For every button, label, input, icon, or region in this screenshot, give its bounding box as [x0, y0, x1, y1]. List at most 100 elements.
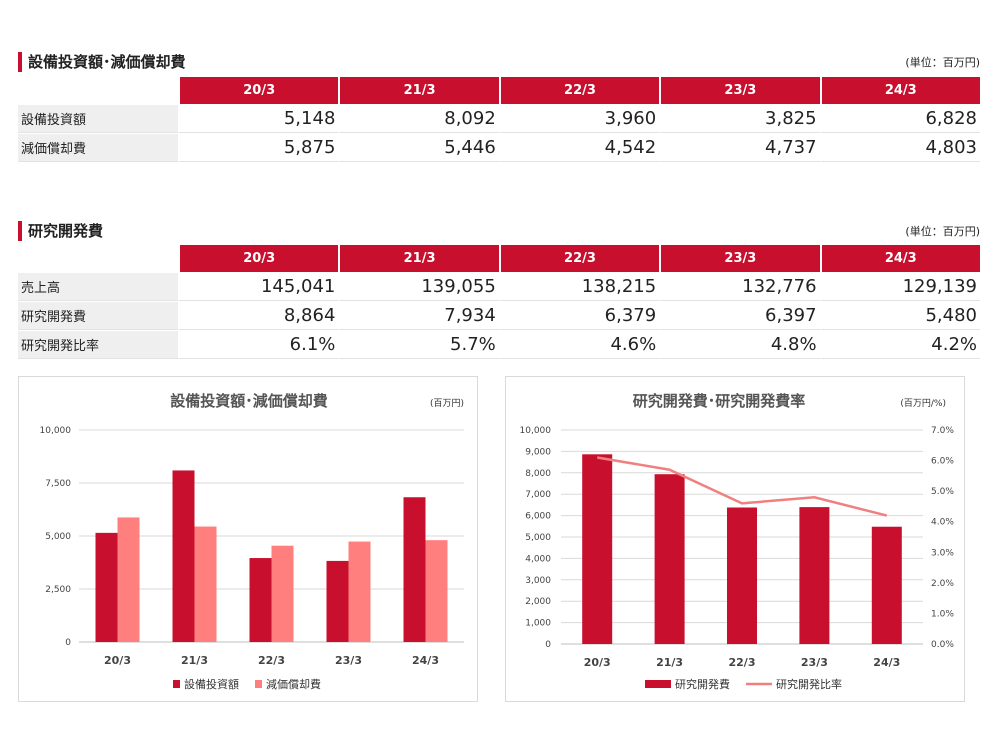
- column-header: 24/3: [819, 245, 980, 272]
- column-header: 21/3: [338, 245, 499, 272]
- rd-chart: 研究開発費･研究開発費率 (百万円/%) 0 1,000 2,000 3,000 4,000…: [520, 392, 955, 691]
- y2-tick-label: 3.0%: [931, 548, 954, 558]
- table-cell: 4.2%: [819, 330, 980, 359]
- legend-label: 設備投資額: [184, 677, 239, 691]
- table-header-row: 20/3 21/3 22/3 23/3 24/3: [18, 77, 980, 104]
- y2-tick-label: 5.0%: [931, 487, 954, 497]
- bar-primary: [172, 470, 195, 642]
- table-cell: 6.1%: [178, 330, 339, 359]
- x-tick-label: 23/3: [801, 656, 828, 669]
- table-cell: 3,825: [659, 104, 820, 133]
- row-label: 研究開発費: [18, 301, 178, 330]
- x-tick-label: 24/3: [873, 656, 900, 669]
- bar-primary: [95, 532, 118, 642]
- header-blank-cell: [18, 77, 178, 104]
- chart-unit-label: (百万円): [430, 398, 464, 409]
- y-tick-label: 2,500: [45, 585, 71, 595]
- chart-unit-label: (百万円/%): [900, 398, 946, 409]
- table-cell: 5,875: [178, 133, 339, 162]
- bar-primary: [326, 560, 349, 642]
- row-label: 減価償却費: [18, 133, 178, 162]
- bar-secondary: [117, 517, 140, 642]
- legend-label: 減価償却費: [266, 677, 321, 691]
- chart-title: 研究開発費･研究開発費率: [633, 392, 806, 410]
- y-tick-label: 10,000: [40, 426, 72, 436]
- y-tick-label: 5,000: [45, 532, 71, 542]
- table-cell: 145,041: [178, 272, 339, 301]
- rd-section-header: 研究開発費 (単位：百万円): [18, 221, 980, 241]
- y-tick-label: 1,000: [525, 619, 551, 629]
- table-cell: 6,397: [659, 301, 820, 330]
- table-row: 研究開発比率 6.1% 5.7% 4.6% 4.8% 4.2%: [18, 330, 980, 359]
- table-row: 研究開発費 8,864 7,934 6,379 6,397 5,480: [18, 301, 980, 330]
- bar-secondary: [271, 545, 294, 642]
- y2-tick-label: 2.0%: [931, 579, 954, 589]
- bar-secondary: [194, 526, 217, 642]
- y2-tick-label: 6.0%: [931, 457, 954, 467]
- bar-primary: [249, 558, 272, 642]
- y-tick-label: 10,000: [520, 426, 552, 436]
- x-tick-label: 23/3: [335, 654, 362, 667]
- x-tick-label: 22/3: [258, 654, 285, 667]
- table-cell: 8,092: [338, 104, 499, 133]
- rd-chart-panel: 研究開発費･研究開発費率 (百万円/%) 0 1,000 2,000 3,000 4,000…: [505, 376, 965, 702]
- capex-chart-panel: 設備投資額･減価償却費 (百万円) 0 2,500 5,000 7,500 10,000 20…: [18, 376, 478, 702]
- y-tick-label: 8,000: [525, 469, 551, 479]
- legend-swatch: [173, 680, 180, 688]
- row-label: 設備投資額: [18, 104, 178, 133]
- table-cell: 5,148: [178, 104, 339, 133]
- y-tick-label: 4,000: [525, 554, 551, 564]
- bar-primary: [403, 497, 426, 642]
- bar-primary: [582, 454, 613, 644]
- column-header: 24/3: [819, 77, 980, 104]
- table-cell: 5.7%: [338, 330, 499, 359]
- table-cell: 8,864: [178, 301, 339, 330]
- table-header-row: 20/3 21/3 22/3 23/3 24/3: [18, 245, 980, 272]
- column-header: 23/3: [659, 245, 820, 272]
- y-tick-label: 5,000: [525, 533, 551, 543]
- y-tick-label: 0: [65, 638, 71, 648]
- rd-table: 20/3 21/3 22/3 23/3 24/3 売上高 145,041 139…: [18, 245, 980, 359]
- bar-primary: [871, 526, 902, 644]
- table-row: 売上高 145,041 139,055 138,215 132,776 129,…: [18, 272, 980, 301]
- column-header: 21/3: [338, 77, 499, 104]
- x-tick-label: 20/3: [104, 654, 131, 667]
- table-cell: 4,803: [819, 133, 980, 162]
- table-cell: 4.8%: [659, 330, 820, 359]
- y-tick-label: 7,000: [525, 490, 551, 500]
- table-cell: 138,215: [498, 272, 660, 301]
- table-cell: 3,960: [498, 104, 660, 133]
- series-line: [596, 456, 888, 517]
- bar-secondary: [348, 541, 371, 642]
- bar-primary: [654, 474, 685, 644]
- section-accent-bar: [18, 221, 22, 241]
- table-cell: 4,542: [498, 133, 660, 162]
- section-accent-bar: [18, 52, 22, 72]
- y-tick-label: 2,000: [525, 597, 551, 607]
- y2-tick-label: 4.0%: [931, 518, 954, 528]
- bar-primary: [727, 507, 757, 644]
- column-header: 22/3: [498, 245, 660, 272]
- legend-label: 研究開発比率: [776, 677, 842, 691]
- x-tick-label: 22/3: [729, 656, 756, 669]
- legend-swatch: [645, 680, 671, 688]
- legend-label: 研究開発費: [675, 677, 730, 691]
- rd-unit-label: (単位：百万円): [905, 225, 980, 238]
- column-header: 20/3: [178, 77, 339, 104]
- y2-tick-label: 1.0%: [931, 609, 954, 619]
- chart-title: 設備投資額･減価償却費: [170, 392, 328, 410]
- table-cell: 5,446: [338, 133, 499, 162]
- x-tick-label: 21/3: [181, 654, 208, 667]
- capex-unit-label: (単位：百万円): [905, 56, 980, 69]
- x-tick-label: 21/3: [656, 656, 683, 669]
- column-header: 20/3: [178, 245, 339, 272]
- row-label: 研究開発比率: [18, 330, 178, 359]
- x-tick-label: 24/3: [412, 654, 439, 667]
- capex-section-header: 設備投資額･減価償却費 (単位：百万円): [18, 52, 980, 72]
- table-cell: 4.6%: [498, 330, 660, 359]
- x-tick-label: 20/3: [584, 656, 611, 669]
- table-cell: 132,776: [659, 272, 820, 301]
- table-cell: 139,055: [338, 272, 499, 301]
- y-tick-label: 0: [545, 640, 551, 650]
- legend-swatch: [255, 680, 262, 688]
